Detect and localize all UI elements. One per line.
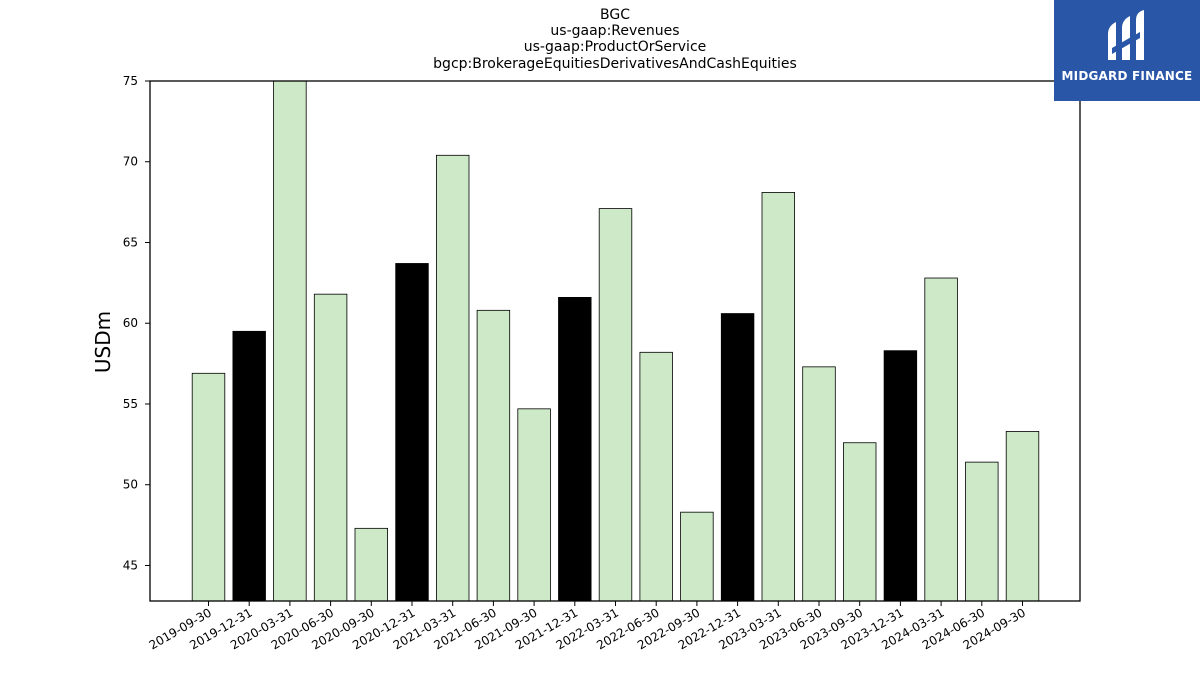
bar-2019-12-31	[232, 330, 266, 602]
x-axis: 2019-09-302019-12-312020-03-312020-06-30…	[147, 601, 1028, 652]
y-tick-label-70: 70	[123, 155, 138, 169]
bar-2020-12-31	[395, 263, 429, 602]
bar-2024-03-31	[924, 277, 958, 602]
logo-text: MIDGARD FINANCE	[1061, 69, 1193, 83]
bar-2023-03-31	[761, 192, 795, 602]
bar-2020-06-30	[313, 293, 348, 602]
y-tick-label-45: 45	[123, 558, 138, 572]
chart-title-line-2: us-gaap:Revenues	[550, 23, 680, 39]
bar-2019-09-30	[191, 372, 226, 602]
bar-2022-12-31	[720, 313, 755, 602]
y-axis: 45 50 55 60 65 70 75	[123, 74, 150, 572]
y-tick-label-60: 60	[123, 316, 138, 330]
y-axis-label: USDm	[91, 311, 115, 373]
chart-title-line-4: bgcp:BrokerageEquitiesDerivativesAndCash…	[433, 56, 797, 72]
bar-2023-12-31	[883, 350, 918, 602]
y-tick-label-75: 75	[123, 74, 138, 88]
bar-2022-09-30	[680, 511, 714, 602]
bar-2021-12-31	[558, 296, 592, 602]
chart-title-line-3: us-gaap:ProductOrService	[523, 39, 707, 55]
y-tick-label-65: 65	[123, 235, 138, 249]
y-tick-label-55: 55	[123, 397, 138, 411]
bar-2021-09-30	[517, 408, 551, 602]
chart-title-line-1: BGC	[600, 7, 630, 23]
bar-2023-09-30	[843, 442, 877, 602]
bar-2022-06-30	[639, 351, 673, 602]
y-tick-label-50: 50	[123, 478, 138, 492]
midgard-logo-icon	[1108, 10, 1144, 60]
bar-2024-09-30	[1005, 431, 1040, 602]
bar-2023-06-30	[802, 366, 836, 602]
bar-2020-03-31	[273, 80, 307, 602]
bar-2022-03-31	[598, 208, 633, 602]
bar-2021-03-31	[435, 154, 470, 602]
bar-2024-06-30	[965, 461, 999, 602]
bar-2021-06-30	[476, 309, 511, 602]
bar-2020-09-30	[354, 527, 388, 602]
bars-group	[191, 80, 1040, 602]
midgard-finance-logo: MIDGARD FINANCE	[1054, 0, 1200, 101]
